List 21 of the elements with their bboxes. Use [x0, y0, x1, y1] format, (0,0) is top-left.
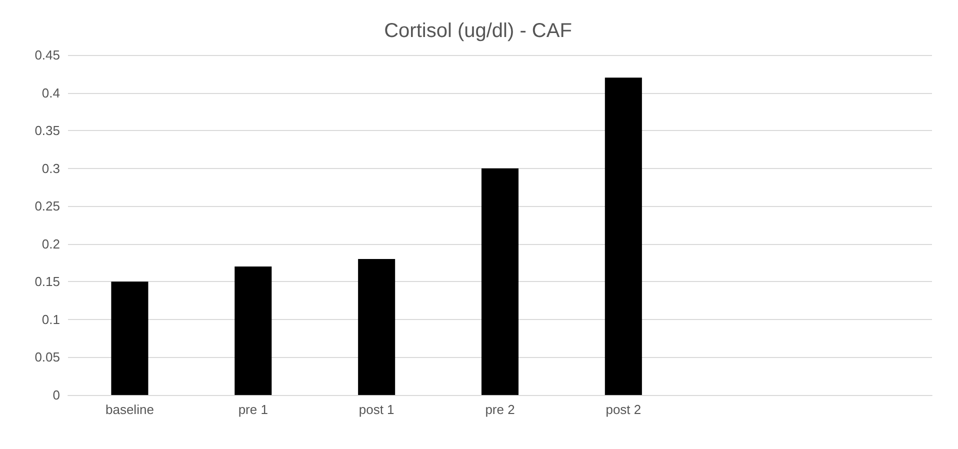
bar: [358, 259, 396, 395]
y-tick-label: 0.2: [42, 236, 60, 252]
x-tick-label: baseline: [105, 402, 154, 417]
y-tick-label: 0.25: [34, 198, 60, 214]
y-tick-label: 0.35: [34, 123, 60, 138]
y-tick-label: 0.3: [42, 160, 60, 176]
y-tick-label: 0.45: [34, 48, 60, 62]
x-tick-label: post 1: [358, 402, 394, 417]
y-tick-label: 0.4: [42, 85, 60, 100]
x-tick-label: pre 2: [485, 402, 515, 417]
bar: [481, 168, 519, 395]
y-tick-label: 0.15: [34, 274, 60, 290]
y-tick-label: 0: [52, 388, 60, 402]
x-tick-label: pre 1: [238, 402, 268, 417]
y-tick-label: 0.1: [42, 312, 60, 327]
bar: [604, 78, 642, 395]
chart-title: Cortisol (ug/dl) - CAF: [384, 20, 572, 42]
y-tick-label: 0.05: [34, 350, 60, 365]
bar: [234, 266, 272, 395]
bar: [111, 282, 148, 395]
x-tick-label: post 2: [606, 402, 642, 417]
